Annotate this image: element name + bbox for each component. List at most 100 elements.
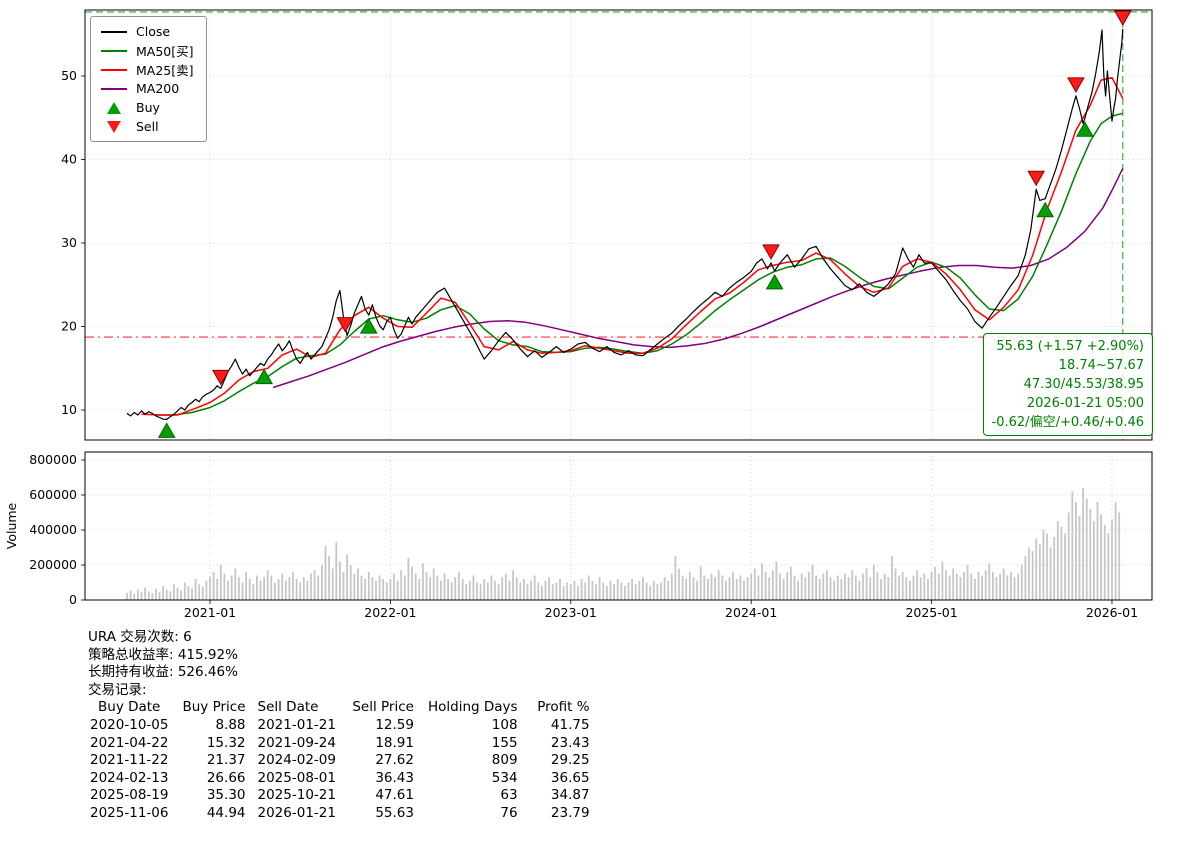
volume-bar [526,584,529,600]
grid-lines [85,10,1152,601]
trade-cell: 2021-09-24 [257,734,336,751]
volume-bar [941,561,944,600]
volume-bar [1024,556,1027,600]
volume-bar [555,582,558,600]
legend-label: Buy [136,100,160,115]
volume-bar [530,580,532,600]
volume-bar [483,579,486,600]
trades-header-cell: Sell Date [257,699,319,716]
volume-bar [1096,502,1099,600]
volume-bar [385,582,388,600]
volume-bar [595,584,597,600]
line-swatch-icon [101,30,127,33]
volume-bar [176,587,179,600]
volume-bar [815,575,817,600]
volume-bar [771,570,774,600]
volume-bar [191,588,193,600]
volume-bar [306,580,309,600]
volume-bar [854,575,857,600]
volume-bar [916,570,918,600]
trade-cell: 2025-10-21 [257,787,336,804]
volume-bar [808,572,810,600]
trades-header-cell: Profit % [537,699,590,716]
volume-bar [274,582,276,600]
line-swatch-icon [101,68,127,71]
volume-bar [1053,537,1056,600]
volume-bar [1082,488,1084,600]
trades-header-cell: Sell Price [352,699,414,716]
sell-marker [762,244,780,260]
volume-bar [1118,512,1121,600]
volume-bar [761,563,763,600]
volume-bar [901,572,904,600]
volume-bar [764,572,767,600]
volume-bar [537,582,540,600]
volume-bar [616,579,619,600]
volume-bar [876,572,879,600]
volume-bar [238,577,240,600]
volume-bar [703,575,706,600]
volume-bar [270,575,273,600]
trade-cell: 15.32 [206,734,246,751]
volume-bar [959,577,962,600]
volume-bar [454,577,457,600]
volume-bar [905,577,908,600]
volume-bar [818,579,821,600]
trade-cell: 534 [491,769,518,786]
legend-label: MA200 [136,81,180,96]
volume-bar [945,570,947,600]
volume-axis-label: Volume [4,502,19,549]
legend-item-ma25: MA25[卖] [99,60,194,79]
volume-bar [894,568,897,600]
volume-bar [1017,573,1020,600]
volume-bar [357,568,359,600]
volume-bar [476,582,478,600]
annotation-line: 55.63 (+1.57 +2.90%) [996,339,1144,354]
volume-bar [281,573,284,600]
volume-bar [201,586,204,600]
volume-bar [155,588,157,600]
volume-bar [577,586,579,600]
volume-bar [140,592,143,600]
volume-bar [891,556,893,600]
volume-tick-label: 800000 [29,452,77,467]
x-tick-label: 2024-01 [725,605,777,620]
volume-bar [544,580,547,600]
volume-bar [620,582,623,600]
volume-bar [137,589,139,600]
volume-bar [836,575,839,600]
legend-line-swatch [99,49,129,52]
volume-bar [126,593,128,600]
volume-bar [984,570,987,600]
chart-legend: Close MA50[买] MA25[卖] MA200 Buy Sell [90,16,207,142]
x-tick-label: 2026-01 [1086,605,1138,620]
buy-marker [1036,201,1055,218]
volume-bar [872,565,875,600]
volume-bar [638,580,641,600]
trade-cell: 76 [500,804,518,821]
volume-bar [129,590,132,600]
price-tick-label: 30 [61,235,77,250]
volume-bar [909,580,911,600]
volume-bar [371,577,374,600]
x-tick-label: 2023-01 [545,605,597,620]
legend-line-swatch [99,30,129,33]
x-tick-label: 2025-01 [905,605,957,620]
volume-bar [335,542,338,600]
volume-bar [721,575,724,600]
price-tick-label: 40 [61,151,77,166]
volume-bar [468,580,471,600]
line-swatch-icon [101,87,127,90]
volume-bar [512,570,514,600]
volume-bar [504,573,507,600]
volume-bar [898,575,900,600]
price-tick-label: 50 [61,68,77,83]
volume-bar [360,575,363,600]
annotation-line: 47.30/45.53/38.95 [1023,377,1144,392]
volume-bar [652,580,655,600]
volume-bar [205,580,208,600]
volume-bar [183,582,186,600]
legend-item-ma50: MA50[买] [99,41,194,60]
legend-item-sell: Sell [99,117,194,136]
volume-bar [1010,572,1012,600]
